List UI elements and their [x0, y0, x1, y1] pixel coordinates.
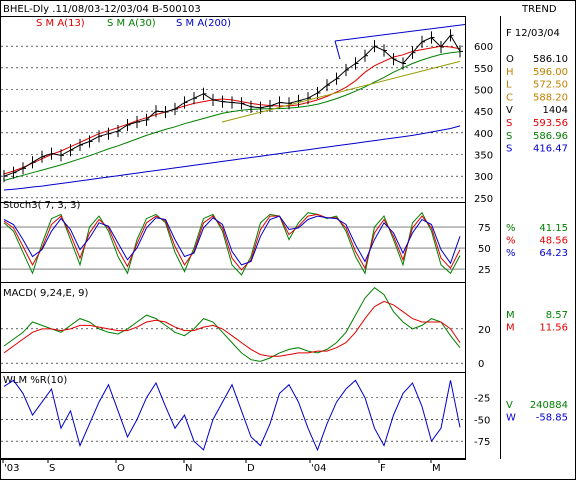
- y-tick-label: 250: [474, 194, 493, 205]
- y-tick-label: 20: [478, 325, 491, 336]
- x-tick-label: '04: [311, 463, 326, 474]
- side-value: 11.56: [539, 323, 568, 334]
- series-line-s-m-a-30-: [3, 51, 461, 181]
- side-key: S: [506, 131, 512, 142]
- x-tick-label: S: [49, 463, 55, 474]
- side-key: V: [506, 105, 513, 116]
- side-key: M: [506, 310, 515, 321]
- channel-left-edge: [334, 40, 341, 60]
- y-tick-label: 50: [478, 244, 491, 255]
- x-tick-label: F: [380, 463, 386, 474]
- series-line-macd: [3, 287, 461, 362]
- series-line-s-m-a-200-: [3, 125, 461, 191]
- series-line--k: [3, 211, 461, 276]
- side-key: C: [506, 92, 513, 103]
- side-key: W: [506, 413, 516, 424]
- y-tick-label: 350: [474, 151, 493, 162]
- side-key: %: [506, 223, 516, 234]
- x-tick-label: N: [185, 463, 192, 474]
- symbol-range-title: BHEL-Dly .11/08/03-12/03/04 B-500103: [3, 4, 201, 15]
- y-tick-label: 400: [474, 129, 493, 140]
- x-tick-label: '03: [4, 463, 19, 474]
- y-tick-label: 0: [478, 359, 484, 370]
- y-tick-label: -25: [474, 394, 490, 405]
- y-tick-label: 25: [478, 265, 491, 276]
- series-line--r: [3, 379, 461, 452]
- sma13-legend: S M A(13): [36, 18, 85, 29]
- y-tick-label: -50: [474, 415, 490, 426]
- y-tick-label: 550: [474, 64, 493, 75]
- side-key: %: [506, 236, 516, 247]
- side-value: 586.10: [533, 54, 568, 65]
- sma30-legend: S M A(30): [107, 18, 156, 29]
- side-key: V: [506, 400, 513, 411]
- side-key: L: [506, 80, 512, 91]
- side-key: %: [506, 248, 516, 259]
- side-value: 572.50: [533, 80, 568, 91]
- side-value: 64.23: [539, 248, 568, 259]
- side-key: S: [506, 118, 512, 129]
- y-tick-label: 450: [474, 107, 493, 118]
- side-value: 1404: [543, 105, 568, 116]
- side-value: 588.20: [533, 92, 568, 103]
- side-date: F 12/03/04: [506, 28, 560, 39]
- price-panel-border: [0, 16, 466, 203]
- sma200-legend: S M A(200): [176, 18, 231, 29]
- resistance-trendline: [334, 24, 466, 42]
- wlm-panel-border: [0, 372, 466, 459]
- x-tick-label: O: [117, 463, 125, 474]
- y-tick-label: 300: [474, 172, 493, 183]
- side-key: O: [506, 54, 514, 65]
- side-value: 8.57: [546, 310, 568, 321]
- side-value: 596.00: [533, 67, 568, 78]
- side-value: 416.47: [533, 144, 568, 155]
- stoch-panel-label: Stoch3( 7, 3, 3): [3, 200, 80, 211]
- support-trendline: [221, 60, 461, 123]
- side-value: 240884: [530, 400, 568, 411]
- side-value: 41.15: [539, 223, 568, 234]
- side-value: 586.96: [533, 131, 568, 142]
- series-line--slow: [3, 215, 461, 266]
- side-key: H: [506, 67, 514, 78]
- series-line--d: [3, 213, 461, 271]
- y-tick-label: -75: [474, 437, 490, 448]
- side-value: 48.56: [539, 236, 568, 247]
- series-line-s-m-a-13-: [3, 45, 461, 175]
- side-key: M: [506, 323, 515, 334]
- y-tick-label: 600: [474, 42, 493, 53]
- side-value: -58.85: [536, 413, 568, 424]
- series-line-signal: [3, 300, 461, 357]
- x-tick-label: M: [432, 463, 441, 474]
- y-tick-label: 500: [474, 86, 493, 97]
- side-value: 593.56: [533, 118, 568, 129]
- macd-panel-label: MACD( 9,24,E, 9): [3, 288, 89, 299]
- x-tick-label: D: [247, 463, 255, 474]
- side-key: S: [506, 144, 512, 155]
- trend-label: TREND: [521, 4, 557, 15]
- y-tick-label: 75: [478, 223, 491, 234]
- wlm-panel-label: WLM %R(10): [3, 375, 67, 386]
